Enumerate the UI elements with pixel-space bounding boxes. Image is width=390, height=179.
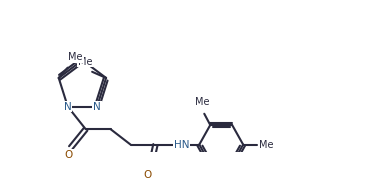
Text: HN: HN [174,140,189,150]
Text: N: N [93,102,101,112]
Text: Me: Me [195,97,209,107]
Text: O: O [65,150,73,160]
Text: N: N [64,102,72,112]
Text: Me: Me [259,140,273,150]
Text: Me: Me [78,57,92,67]
Text: O: O [144,170,152,179]
Text: Me: Me [68,52,83,62]
